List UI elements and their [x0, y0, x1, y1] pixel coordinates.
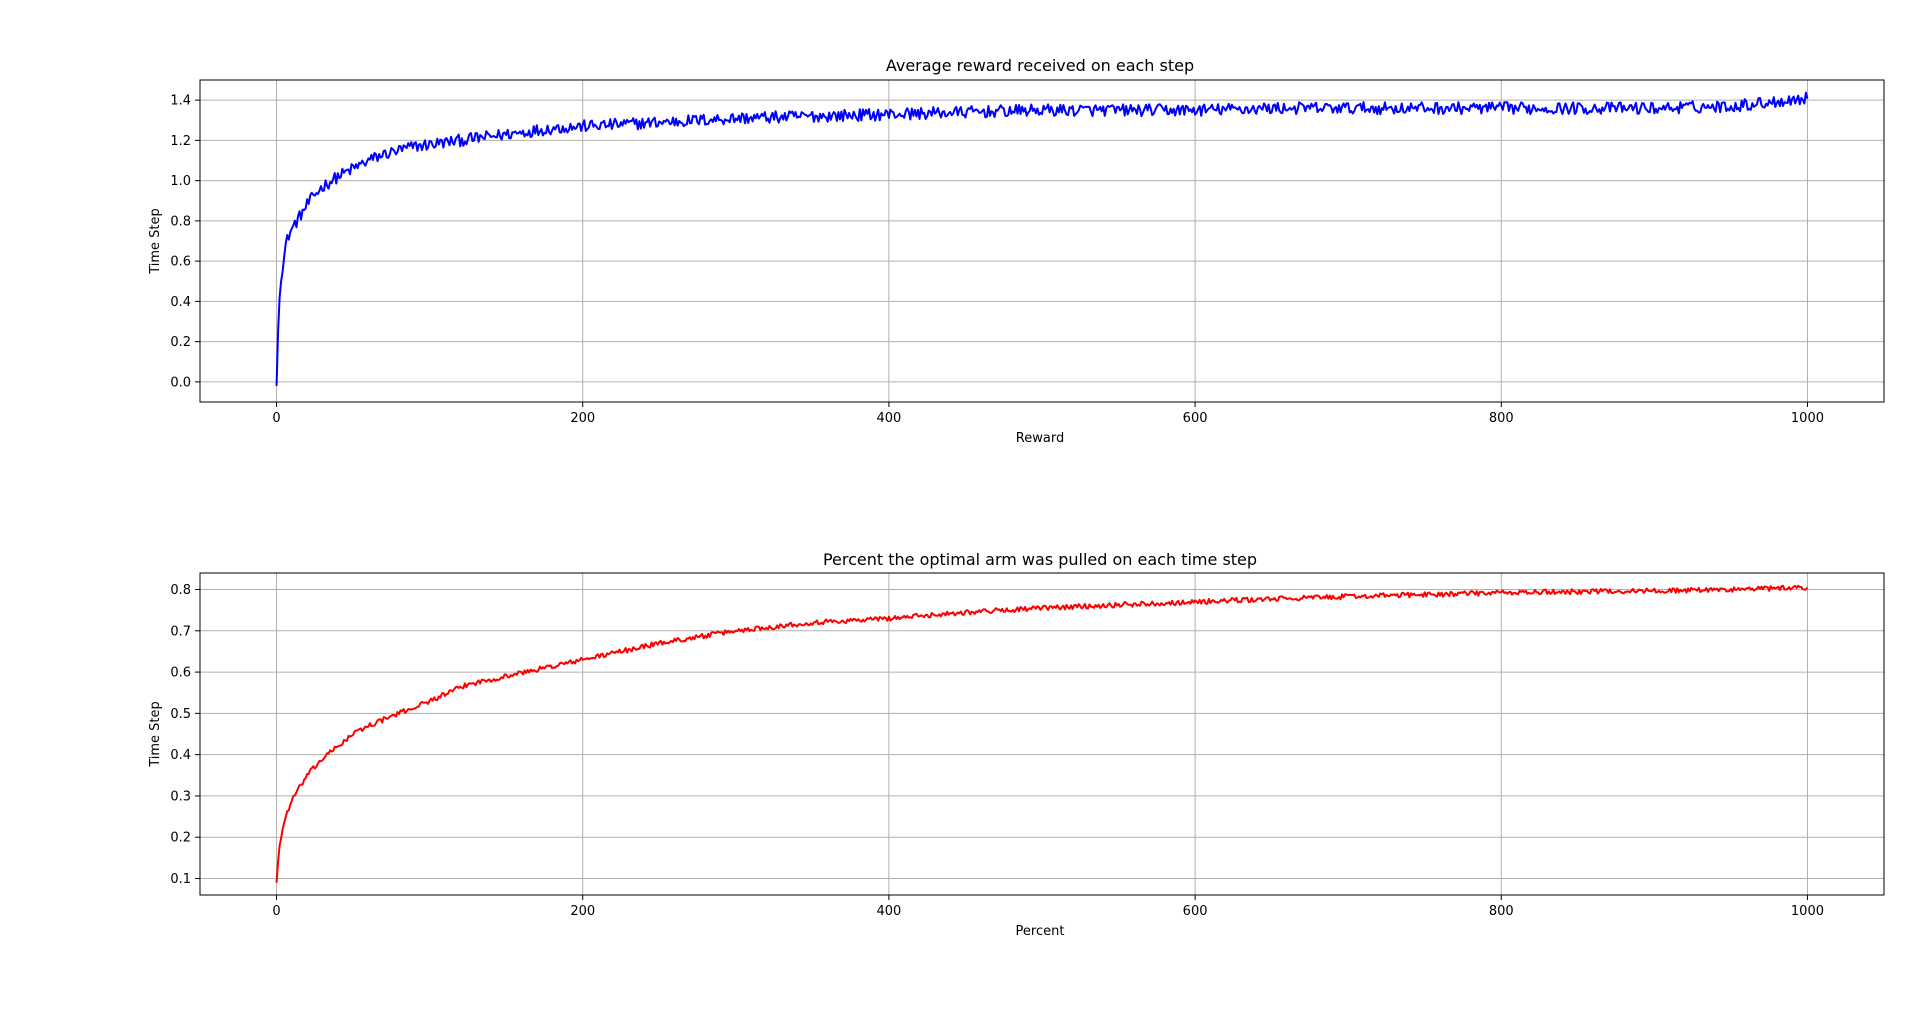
reward-chart-y-tick-label: 0.4 — [170, 295, 191, 310]
optimal-arm-chart-x-tick-label: 1000 — [1791, 904, 1824, 919]
optimal-arm-chart-x-tick-label: 400 — [876, 904, 901, 919]
reward-chart-line — [275, 91, 1809, 386]
reward-chart-y-tick-label: 0.0 — [170, 375, 191, 390]
optimal-arm-chart-xlabel: Percent — [1016, 924, 1065, 939]
optimal-arm-chart-y-ticks: 0.1 0.2 0.3 0.4 0.5 0.6 0.7 0.8 — [170, 583, 200, 887]
optimal-arm-chart-y-tick-label: 0.4 — [170, 748, 191, 763]
reward-chart: Average reward received on each step 0 20… — [148, 56, 1885, 446]
optimal-arm-chart-x-ticks: 0 200 400 600 800 1000 — [272, 895, 1824, 919]
reward-chart-title: Average reward received on each step — [886, 56, 1194, 75]
optimal-arm-chart-x-tick-label: 600 — [1183, 904, 1208, 919]
reward-chart-x-tick-label: 0 — [272, 411, 280, 426]
reward-chart-x-tick-label: 1000 — [1791, 411, 1824, 426]
reward-chart-y-tick-label: 0.8 — [170, 214, 191, 229]
reward-chart-xlabel: Reward — [1016, 431, 1064, 446]
optimal-arm-chart-plot-area — [199, 572, 1885, 896]
reward-chart-y-tick-label: 0.6 — [170, 255, 191, 270]
reward-chart-grid — [200, 80, 1884, 402]
optimal-arm-chart-y-tick-label: 0.1 — [170, 872, 191, 887]
reward-chart-y-ticks: 0.0 0.2 0.4 0.6 0.8 1.0 1.2 1.4 — [170, 94, 200, 390]
reward-chart-plot-area — [199, 79, 1885, 403]
reward-chart-y-tick-label: 1.2 — [170, 134, 191, 149]
optimal-arm-chart-y-tick-label: 0.3 — [170, 789, 191, 804]
reward-chart-x-tick-label: 200 — [570, 411, 595, 426]
reward-chart-series — [275, 91, 1809, 386]
reward-chart-x-ticks: 0 200 400 600 800 1000 — [272, 402, 1824, 426]
optimal-arm-chart-y-tick-label: 0.6 — [170, 666, 191, 681]
reward-chart-y-tick-label: 1.0 — [170, 174, 191, 189]
optimal-arm-chart-y-tick-label: 0.5 — [170, 707, 191, 722]
optimal-arm-chart-x-tick-label: 200 — [570, 904, 595, 919]
optimal-arm-chart-title: Percent the optimal arm was pulled on ea… — [823, 550, 1257, 569]
optimal-arm-chart-y-tick-label: 0.7 — [170, 624, 191, 639]
optimal-arm-chart-line — [275, 584, 1809, 883]
reward-chart-x-tick-label: 400 — [876, 411, 901, 426]
optimal-arm-chart-series — [275, 584, 1809, 883]
reward-chart-x-tick-label: 600 — [1183, 411, 1208, 426]
reward-chart-ylabel: Time Step — [148, 208, 163, 275]
optimal-arm-chart-y-tick-label: 0.2 — [170, 831, 191, 846]
reward-chart-x-tick-label: 800 — [1489, 411, 1514, 426]
optimal-arm-chart: Percent the optimal arm was pulled on ea… — [148, 550, 1885, 939]
optimal-arm-chart-y-tick-label: 0.8 — [170, 583, 191, 598]
reward-chart-y-tick-label: 0.2 — [170, 335, 191, 350]
optimal-arm-chart-ylabel: Time Step — [148, 701, 163, 768]
reward-chart-y-tick-label: 1.4 — [170, 94, 191, 109]
optimal-arm-chart-grid — [200, 573, 1884, 895]
optimal-arm-chart-x-tick-label: 800 — [1489, 904, 1514, 919]
optimal-arm-chart-x-tick-label: 0 — [272, 904, 280, 919]
